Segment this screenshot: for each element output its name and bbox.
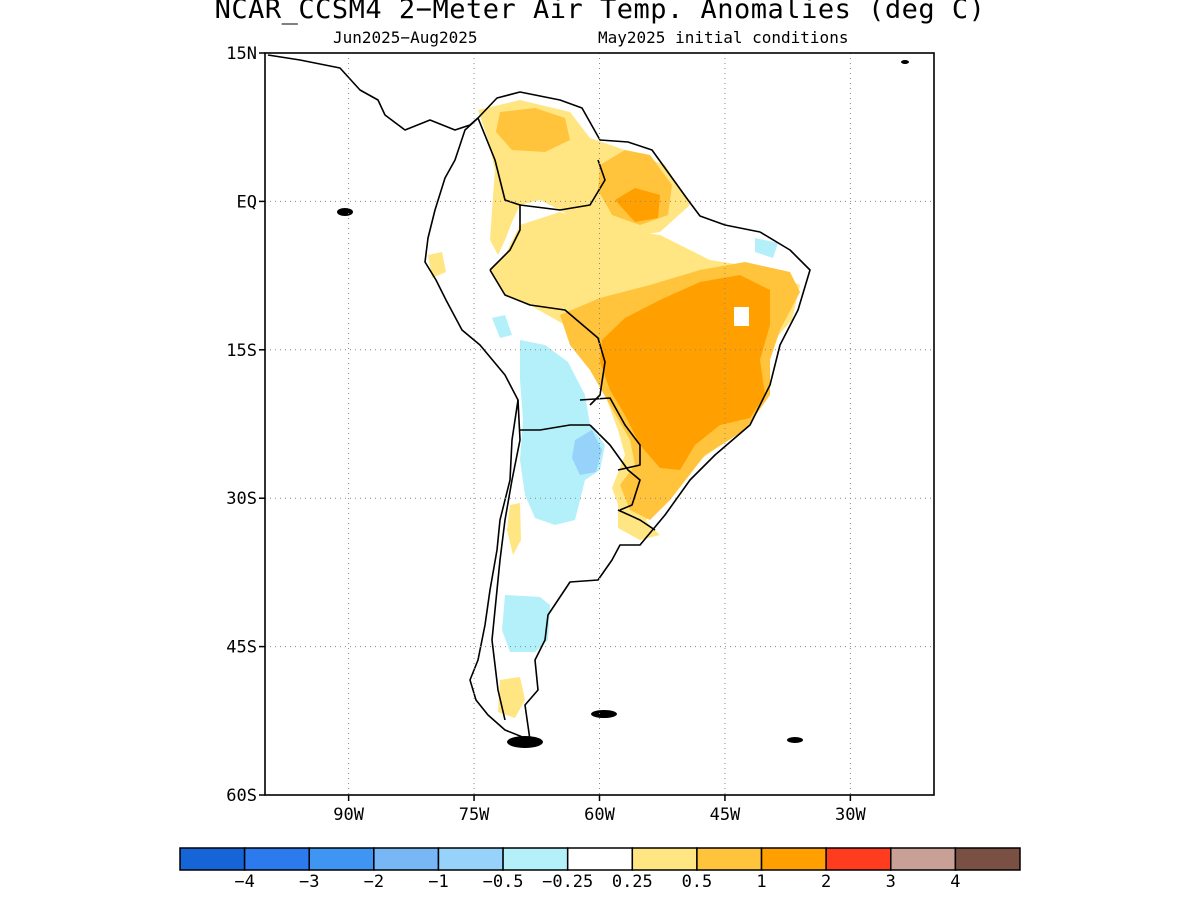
colorbar-label: −4	[234, 872, 254, 892]
shade-yellow-uruguay	[618, 505, 660, 540]
lon-tick-label: 75W	[459, 805, 490, 825]
anomaly-shading	[428, 100, 800, 718]
colorbar-swatch	[502, 847, 569, 871]
colorbar-label: 0.5	[682, 872, 713, 892]
colorbar-swatch	[760, 847, 827, 871]
colorbar-swatch	[631, 847, 698, 871]
south-georgia	[787, 737, 803, 743]
colorbar-label: 2	[821, 872, 831, 892]
shade-yellow-ecuador	[428, 252, 446, 278]
lat-tick-label: 15S	[226, 341, 257, 361]
shade-cyan-cuba	[540, 398, 552, 420]
initial-conditions: May2025 initial conditions	[598, 28, 849, 47]
map-axes: 15N EQ 15S 30S 45S 60S 90W 75W 60W 45W 30W	[226, 44, 866, 825]
lat-tick-label: EQ	[237, 192, 257, 212]
lon-tick-label: 30W	[835, 805, 866, 825]
colorbar-label: 3	[886, 872, 896, 892]
colorbar-label: −1	[428, 872, 448, 892]
colorbar-label: 0.25	[612, 872, 653, 892]
colorbar-swatch	[373, 847, 440, 871]
border-argentina-chile	[491, 399, 521, 721]
islands	[337, 60, 909, 748]
falkland-islands	[591, 710, 617, 718]
colorbar-label: 4	[950, 872, 960, 892]
shade-hole	[734, 307, 749, 326]
galapagos-islands	[337, 208, 353, 216]
shade-yellow-andes	[507, 503, 521, 555]
colorbar-swatch	[243, 847, 310, 871]
map-title: NCAR_CCSM4 2−Meter Air Temp. Anomalies (…	[214, 0, 986, 25]
tierra-del-fuego	[507, 736, 543, 748]
border-paraguay	[589, 424, 641, 511]
lat-tick-label: 45S	[226, 638, 257, 658]
central-america	[267, 54, 479, 131]
lon-tick-label: 45W	[710, 805, 741, 825]
coastlines	[267, 54, 811, 741]
south-america-coast	[424, 91, 811, 741]
border-bolivia	[579, 397, 641, 471]
colorbar-label: −0.25	[542, 872, 593, 892]
lon-tick-label: 60W	[584, 805, 615, 825]
colorbar-label: −3	[299, 872, 319, 892]
colorbar-label: 1	[756, 872, 766, 892]
shade-yellow-tierra	[498, 677, 525, 718]
lat-tick-label: 30S	[226, 489, 257, 509]
colorbar-swatch	[437, 847, 504, 871]
shade-blue-chaco	[572, 430, 602, 475]
shade-cyan-ne-brazil	[755, 238, 778, 258]
colorbar-swatch	[954, 847, 1021, 871]
border-venezuela	[519, 159, 606, 211]
colorbar-label: −2	[364, 872, 384, 892]
lat-tick-label: 60S	[226, 786, 257, 806]
shade-cyan-peru	[492, 315, 512, 338]
colorbar-swatch	[179, 847, 246, 871]
colorbar: −4 −3 −2 −1 −0.5 −0.25 0.25 0.5 1 2 3 4	[179, 847, 1021, 892]
colorbar-label: −0.5	[483, 872, 524, 892]
border-peru-brazil	[489, 269, 606, 406]
shade-lorange-venezuela	[496, 108, 570, 152]
border-argentina-north	[520, 424, 590, 431]
forecast-period: Jun2025−Aug2025	[333, 28, 478, 47]
border-uruguay	[617, 509, 656, 531]
lon-tick-label: 90W	[333, 805, 364, 825]
lat-tick-label: 15N	[226, 44, 257, 64]
colorbar-swatch	[696, 847, 763, 871]
graticule	[265, 53, 934, 795]
colorbar-swatch	[566, 847, 634, 871]
shade-orange-central	[600, 275, 770, 470]
shade-cyan-chaco	[520, 340, 605, 525]
colorbar-swatch	[308, 847, 375, 871]
shade-cyan-patagonia	[502, 595, 550, 652]
shade-orange-guiana	[615, 188, 660, 222]
colorbar-swatch	[825, 847, 892, 871]
trinidad	[901, 60, 909, 64]
colorbar-swatch	[890, 847, 957, 871]
